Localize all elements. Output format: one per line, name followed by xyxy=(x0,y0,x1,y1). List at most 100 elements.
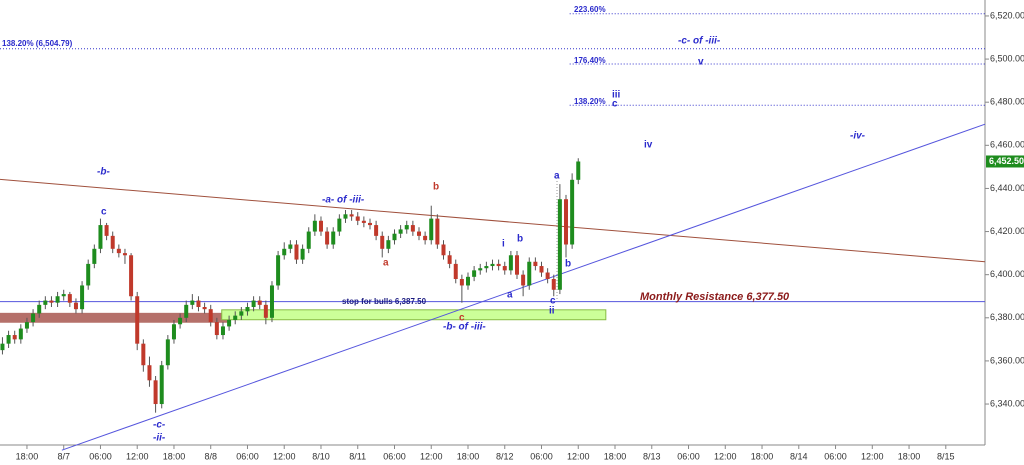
x-tick-label: 8/11 xyxy=(349,451,366,461)
candle-body xyxy=(570,179,575,245)
candle-body xyxy=(386,240,391,249)
candle-body xyxy=(263,304,268,318)
candle-body xyxy=(135,296,140,344)
candle-body xyxy=(165,339,170,366)
x-tick-label: 06:00 xyxy=(89,451,112,461)
x-tick-label: 18:00 xyxy=(751,451,774,461)
y-tick-label: 6,380.00 xyxy=(990,312,1024,322)
x-tick-label: 8/7 xyxy=(57,451,70,461)
candle-body xyxy=(539,266,544,273)
candle-body xyxy=(410,225,415,232)
x-tick-label: 8/15 xyxy=(937,451,955,461)
candle-body xyxy=(288,244,293,249)
candle-body xyxy=(294,244,299,260)
x-tick-label: 8/8 xyxy=(204,451,217,461)
annotation: -a- of -iii- xyxy=(322,195,365,206)
annotation: a xyxy=(507,290,513,301)
candle-body xyxy=(551,278,556,290)
candle-body xyxy=(73,302,78,310)
candle-body xyxy=(67,294,72,303)
candle-body xyxy=(404,225,409,230)
y-tick-label: 6,340.00 xyxy=(990,398,1024,408)
candle-body xyxy=(557,199,562,290)
candle-body xyxy=(37,304,42,314)
candle-body xyxy=(55,296,60,303)
candle-body xyxy=(361,220,366,223)
candle-body xyxy=(533,261,538,267)
x-tick-label: 8/10 xyxy=(312,451,330,461)
candle-body xyxy=(257,300,262,305)
annotation: c xyxy=(459,313,465,324)
candle-body xyxy=(202,307,207,310)
candle-body xyxy=(502,266,507,271)
candle-body xyxy=(147,365,152,381)
x-tick-label: 12:00 xyxy=(714,451,737,461)
candle-body xyxy=(116,248,121,254)
candle-body xyxy=(239,311,244,316)
candle-body xyxy=(98,225,103,249)
x-tick-label: 12:00 xyxy=(567,451,590,461)
candle-body xyxy=(251,300,256,308)
candle-body xyxy=(392,233,397,241)
candle-body xyxy=(441,244,446,256)
candle-body xyxy=(43,300,48,305)
annotation: 223.60% xyxy=(574,5,606,14)
candle-body xyxy=(521,274,526,286)
candle-body xyxy=(306,231,311,249)
y-tick-label: 6,480.00 xyxy=(990,97,1024,107)
x-tick-label: 06:00 xyxy=(677,451,700,461)
candle-body xyxy=(178,317,183,325)
annotation: b xyxy=(565,259,571,270)
x-tick-label: 18:00 xyxy=(898,451,921,461)
candle-body xyxy=(447,255,452,264)
candle-body xyxy=(423,235,428,241)
candle-body xyxy=(355,216,360,221)
candle-body xyxy=(318,220,323,232)
candle-body xyxy=(208,309,213,323)
candle-body xyxy=(12,335,17,340)
annotation: iv xyxy=(644,140,653,151)
y-tick-label: 6,400.00 xyxy=(990,269,1024,279)
candle-body xyxy=(104,225,109,236)
annotation: c xyxy=(612,99,618,110)
candle-body xyxy=(141,343,146,366)
candle-body xyxy=(435,218,440,245)
trend-line xyxy=(0,178,986,263)
x-tick-label: 06:00 xyxy=(236,451,259,461)
candle-body xyxy=(129,255,134,297)
annotation: b xyxy=(433,182,439,193)
annotation: -ii- xyxy=(153,433,166,444)
candle-body xyxy=(92,248,97,264)
x-tick-label: 8/14 xyxy=(790,451,808,461)
y-tick-label: 6,520.00 xyxy=(990,10,1024,20)
candle-body xyxy=(24,322,29,329)
candle-body xyxy=(276,255,281,286)
x-tick-label: 12:00 xyxy=(273,451,296,461)
annotation: 138.20% xyxy=(574,97,606,106)
x-tick-label: 18:00 xyxy=(604,451,627,461)
annotation: ii xyxy=(549,306,555,317)
candle-body xyxy=(459,278,464,286)
candle-body xyxy=(269,285,274,318)
annotation: stop for bulls 6,387.50 xyxy=(342,297,427,306)
candle-body xyxy=(331,231,336,245)
candle-body xyxy=(80,285,85,310)
candle-body xyxy=(515,255,520,275)
annotation: b xyxy=(517,234,523,245)
candle-body xyxy=(0,343,5,351)
candle-body xyxy=(484,266,489,269)
candle-body xyxy=(545,272,550,279)
annotation: 176.40% xyxy=(574,56,606,65)
x-tick-label: 8/13 xyxy=(643,451,661,461)
candle-body xyxy=(184,304,189,318)
x-tick-label: 18:00 xyxy=(457,451,480,461)
candle-body xyxy=(416,231,421,236)
candle-body xyxy=(171,324,176,340)
candle-body xyxy=(496,263,501,267)
last-price-label: 6,452.50 xyxy=(989,156,1024,166)
x-tick-label: 8/12 xyxy=(496,451,514,461)
y-tick-label: 6,440.00 xyxy=(990,183,1024,193)
annotation: -iv- xyxy=(850,131,866,142)
candle-body xyxy=(380,235,385,249)
